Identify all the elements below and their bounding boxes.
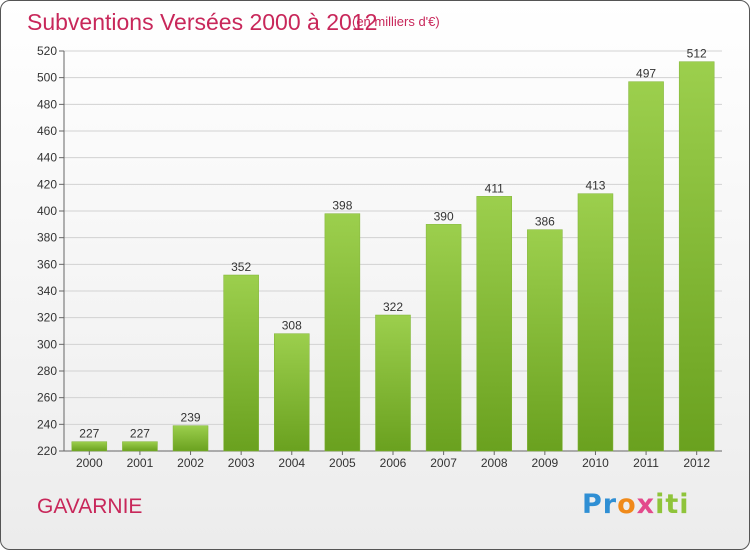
value-label: 239 bbox=[181, 411, 201, 425]
y-tick-label: 340 bbox=[37, 284, 57, 298]
bar-2005 bbox=[324, 213, 361, 452]
value-label: 497 bbox=[636, 67, 656, 81]
bars bbox=[71, 61, 715, 452]
value-label: 390 bbox=[434, 209, 454, 223]
bar-2012 bbox=[678, 61, 715, 452]
value-label: 322 bbox=[383, 300, 403, 314]
bar-2006 bbox=[375, 314, 411, 452]
bar-2000 bbox=[71, 441, 108, 452]
bar-2007 bbox=[425, 224, 462, 452]
chart-subtitle: (en milliers d'€) bbox=[352, 14, 440, 29]
value-label: 398 bbox=[332, 199, 352, 213]
x-tick-label: 2011 bbox=[633, 456, 659, 470]
bar-2002 bbox=[172, 425, 209, 452]
bar-2004 bbox=[274, 333, 310, 452]
value-label: 512 bbox=[687, 47, 707, 61]
y-tick-label: 360 bbox=[37, 257, 57, 271]
x-tick-label: 2010 bbox=[582, 456, 609, 470]
y-tick-label: 240 bbox=[37, 417, 57, 431]
y-tick-label: 280 bbox=[37, 364, 57, 378]
value-labels: 227 227 239 352 308 398 322 390 411 386 413 497 512 bbox=[79, 47, 707, 441]
x-tick-label: 2002 bbox=[177, 456, 204, 470]
value-label: 411 bbox=[485, 181, 504, 195]
x-tick-label: 2003 bbox=[228, 456, 255, 470]
value-label: 413 bbox=[585, 179, 605, 193]
x-tick-labels: 2000 2001 2002 2003 2004 2005 2006 2007 2008 2009… bbox=[76, 456, 710, 470]
value-label: 227 bbox=[130, 427, 150, 441]
bar-2010 bbox=[577, 193, 614, 452]
y-tick-label: 300 bbox=[37, 337, 57, 351]
y-tick-label: 420 bbox=[37, 177, 57, 191]
proxiti-logo: Proxiti bbox=[582, 489, 690, 520]
y-tick-label: 500 bbox=[37, 71, 57, 85]
y-tick-label: 480 bbox=[37, 97, 57, 111]
chart-title: Subventions Versées 2000 à 2012 bbox=[27, 9, 378, 35]
y-tick-label: 520 bbox=[37, 44, 57, 58]
x-tick-label: 2004 bbox=[278, 456, 305, 470]
y-tick-labels: 220 240 260 280 300 320 340 360 380 400 420 440 460 4… bbox=[37, 44, 57, 458]
x-tick-label: 2012 bbox=[683, 456, 710, 470]
x-tick-label: 2001 bbox=[127, 456, 154, 470]
y-tick-label: 400 bbox=[37, 204, 57, 218]
bar-2011 bbox=[628, 81, 664, 452]
x-tick-label: 2006 bbox=[380, 456, 407, 470]
value-label: 308 bbox=[282, 319, 302, 333]
y-tick-label: 440 bbox=[37, 151, 57, 165]
bar-2008 bbox=[476, 196, 512, 452]
x-tick-label: 2008 bbox=[481, 456, 508, 470]
x-tick-label: 2007 bbox=[430, 456, 457, 470]
value-label: 227 bbox=[79, 427, 99, 441]
y-tick-label: 320 bbox=[37, 311, 57, 325]
x-tick-label: 2005 bbox=[329, 456, 356, 470]
value-label: 352 bbox=[231, 260, 251, 274]
y-tick-label: 460 bbox=[37, 124, 57, 138]
bar-2003 bbox=[223, 274, 259, 452]
logo-part: iti bbox=[655, 489, 690, 520]
x-tick-label: 2000 bbox=[76, 456, 103, 470]
logo-part: o bbox=[617, 489, 637, 520]
y-tick-label: 260 bbox=[37, 391, 57, 405]
value-label: 386 bbox=[535, 215, 555, 229]
logo-part: Pr bbox=[582, 489, 618, 520]
x-tick-label: 2009 bbox=[531, 456, 558, 470]
logo-part: x bbox=[636, 489, 656, 520]
bar-2001 bbox=[122, 441, 158, 452]
y-tick-label: 380 bbox=[37, 231, 57, 245]
commune-name: GAVARNIE bbox=[37, 495, 143, 518]
y-tick-label: 220 bbox=[37, 444, 57, 458]
bar-2009 bbox=[527, 229, 563, 452]
